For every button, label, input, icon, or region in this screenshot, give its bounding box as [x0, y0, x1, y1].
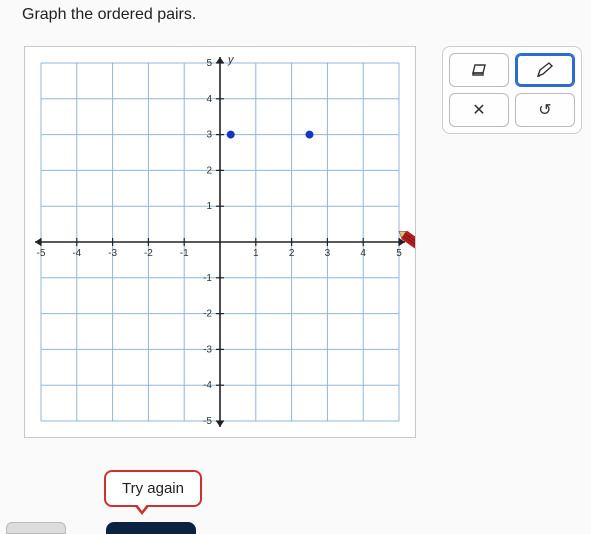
svg-text:-5: -5: [37, 248, 46, 259]
svg-text:-5: -5: [203, 416, 212, 427]
close-icon: ✕: [472, 100, 485, 120]
svg-text:-2: -2: [203, 309, 212, 320]
svg-text:5: 5: [396, 248, 402, 259]
svg-text:-1: -1: [203, 273, 212, 284]
pen-icon: [535, 61, 555, 79]
svg-text:5: 5: [206, 58, 212, 69]
svg-text:-2: -2: [144, 248, 153, 259]
pen-button[interactable]: [515, 53, 575, 87]
svg-text:-1: -1: [180, 248, 189, 259]
bottom-chip: [106, 522, 196, 534]
svg-text:4: 4: [206, 94, 212, 105]
svg-text:1: 1: [206, 201, 212, 212]
svg-text:1: 1: [253, 248, 259, 259]
toolbar: ✕ ↺: [442, 46, 582, 134]
svg-text:2: 2: [206, 165, 212, 176]
svg-text:4: 4: [360, 248, 366, 259]
grid-svg: -5-4-3-2-112345-5-4-3-2-112345y: [25, 47, 415, 437]
close-button[interactable]: ✕: [449, 93, 509, 127]
svg-text:-3: -3: [203, 344, 212, 355]
instruction-text: Graph the ordered pairs.: [22, 6, 196, 24]
undo-icon: ↺: [538, 100, 551, 120]
try-again-button[interactable]: Try again: [104, 470, 202, 507]
svg-text:3: 3: [325, 248, 331, 259]
eraser-icon: [469, 63, 489, 77]
eraser-button[interactable]: [449, 53, 509, 87]
svg-text:-3: -3: [108, 248, 117, 259]
coordinate-grid[interactable]: -5-4-3-2-112345-5-4-3-2-112345y: [24, 46, 416, 438]
undo-button[interactable]: ↺: [515, 93, 575, 127]
svg-text:3: 3: [206, 130, 212, 141]
bottom-left-chip: [6, 522, 66, 534]
svg-text:2: 2: [289, 248, 295, 259]
svg-text:-4: -4: [72, 248, 81, 259]
svg-text:-4: -4: [203, 380, 212, 391]
try-again-callout: Try again: [104, 470, 202, 507]
